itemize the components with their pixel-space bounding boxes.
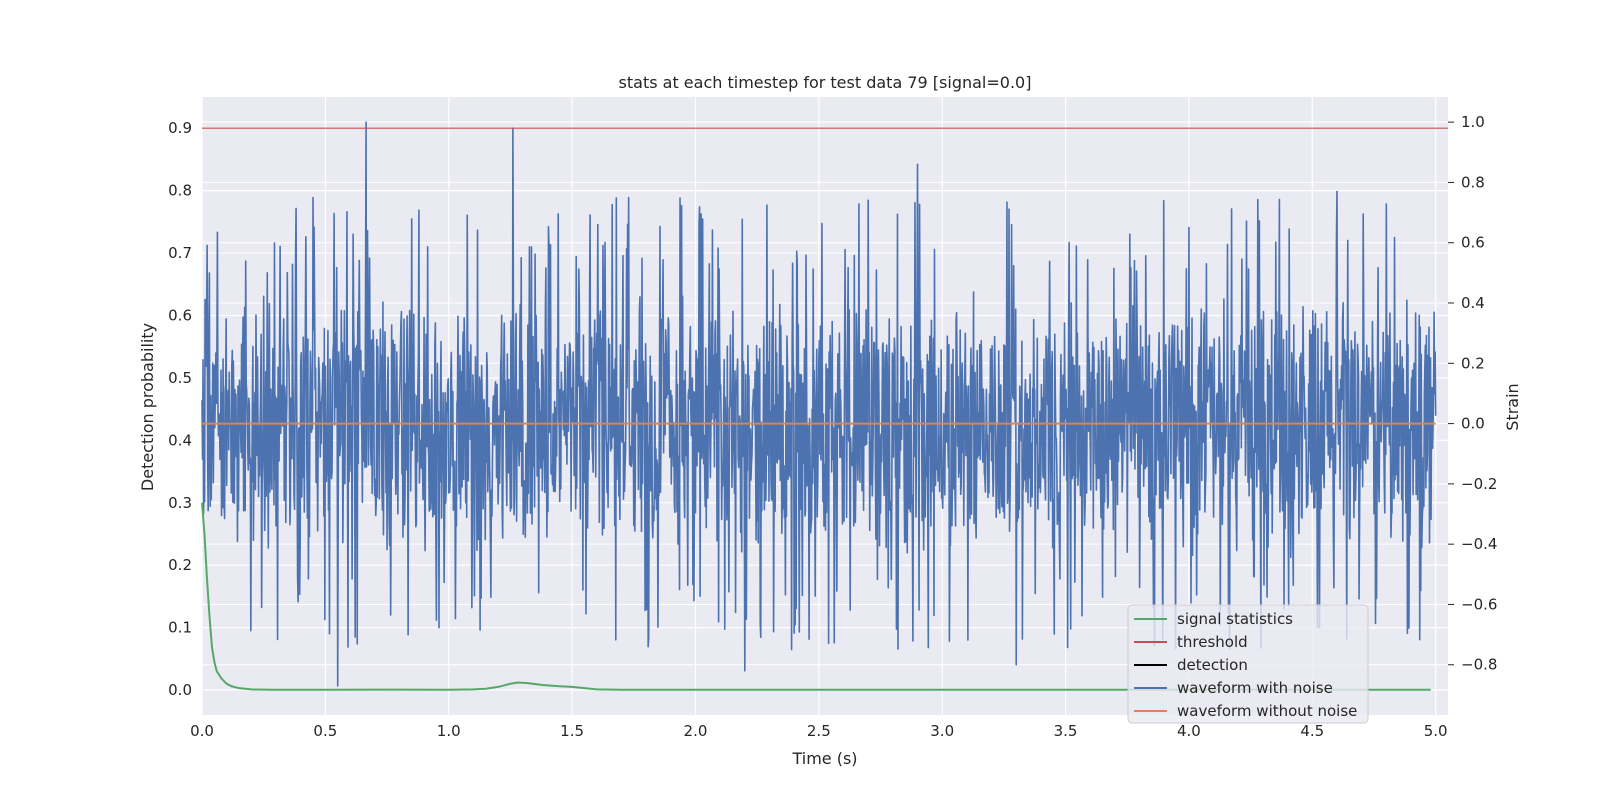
- x-tick-label: 2.0: [684, 722, 708, 740]
- y-tick-label: 0.1: [168, 619, 192, 637]
- y2-axis-label: Strain: [1503, 383, 1522, 430]
- x-tick-label: 3.5: [1054, 722, 1078, 740]
- y-tick-label: 0.2: [168, 556, 192, 574]
- y-tick-label: 0.8: [168, 182, 192, 200]
- x-tick-label: 0.0: [190, 722, 214, 740]
- legend-label-threshold: threshold: [1177, 633, 1248, 651]
- y-tick-label: 0.9: [168, 119, 192, 137]
- y2-tick-label: 1.0: [1461, 113, 1485, 131]
- x-tick-label: 0.5: [313, 722, 337, 740]
- y-tick-label: 0.3: [168, 494, 192, 512]
- plot-area: [201, 121, 1448, 691]
- x-tick-label: 1.0: [437, 722, 461, 740]
- y2-tick-label: 0.2: [1461, 354, 1485, 372]
- legend-box: [1127, 604, 1369, 724]
- x-axis-label: Time (s): [791, 749, 857, 768]
- y2-tick-label: 0.6: [1461, 234, 1485, 252]
- y2-tick-label: −0.2: [1461, 475, 1497, 493]
- x-tick-label: 1.5: [560, 722, 584, 740]
- y-axis-label: Detection probability: [138, 323, 157, 491]
- y-axis-ticks: 0.0 0.1 0.2 0.3 0.4 0.5 0.6 0.7 0.8 0.9: [168, 119, 192, 699]
- chart-title: stats at each timestep for test data 79 …: [619, 73, 1032, 92]
- y2-tick-label: −0.8: [1461, 656, 1497, 674]
- x-tick-label: 2.5: [807, 722, 831, 740]
- y2-tick-label: −0.6: [1461, 595, 1497, 613]
- x-tick-label: 5.0: [1424, 722, 1448, 740]
- x-axis-ticks: 0.0 0.5 1.0 1.5 2.0 2.5 3.0 3.5 4.0 4.5 5.0: [190, 722, 1448, 740]
- y2-tick-label: 0.0: [1461, 415, 1485, 433]
- y2-tick-label: 0.4: [1461, 294, 1485, 312]
- signal-statistics-line: [201, 502, 1431, 691]
- x-tick-label: 3.0: [930, 722, 954, 740]
- y-tick-label: 0.6: [168, 306, 192, 324]
- legend: signal statistics threshold detection wa…: [1127, 604, 1369, 724]
- legend-label-detection: detection: [1177, 656, 1248, 674]
- y-tick-label: 0.0: [168, 681, 192, 699]
- y-tick-label: 0.4: [168, 431, 192, 449]
- y-tick-label: 0.5: [168, 369, 192, 387]
- y2-tick-label: 0.8: [1461, 173, 1485, 191]
- legend-label-signal-statistics: signal statistics: [1177, 610, 1293, 628]
- y2-tick-label: −0.4: [1461, 535, 1497, 553]
- y-tick-label: 0.7: [168, 244, 192, 262]
- series-signal-statistics: [201, 502, 1431, 691]
- legend-label-waveform-without-noise: waveform without noise: [1177, 702, 1357, 720]
- y2-axis-ticks: −0.8 −0.6 −0.4 −0.2 0.0 0.2 0.4 0.6 0.8 1.0: [1448, 113, 1497, 674]
- x-tick-label: 4.0: [1177, 722, 1201, 740]
- legend-label-waveform-with-noise: waveform with noise: [1177, 679, 1333, 697]
- x-tick-label: 4.5: [1300, 722, 1324, 740]
